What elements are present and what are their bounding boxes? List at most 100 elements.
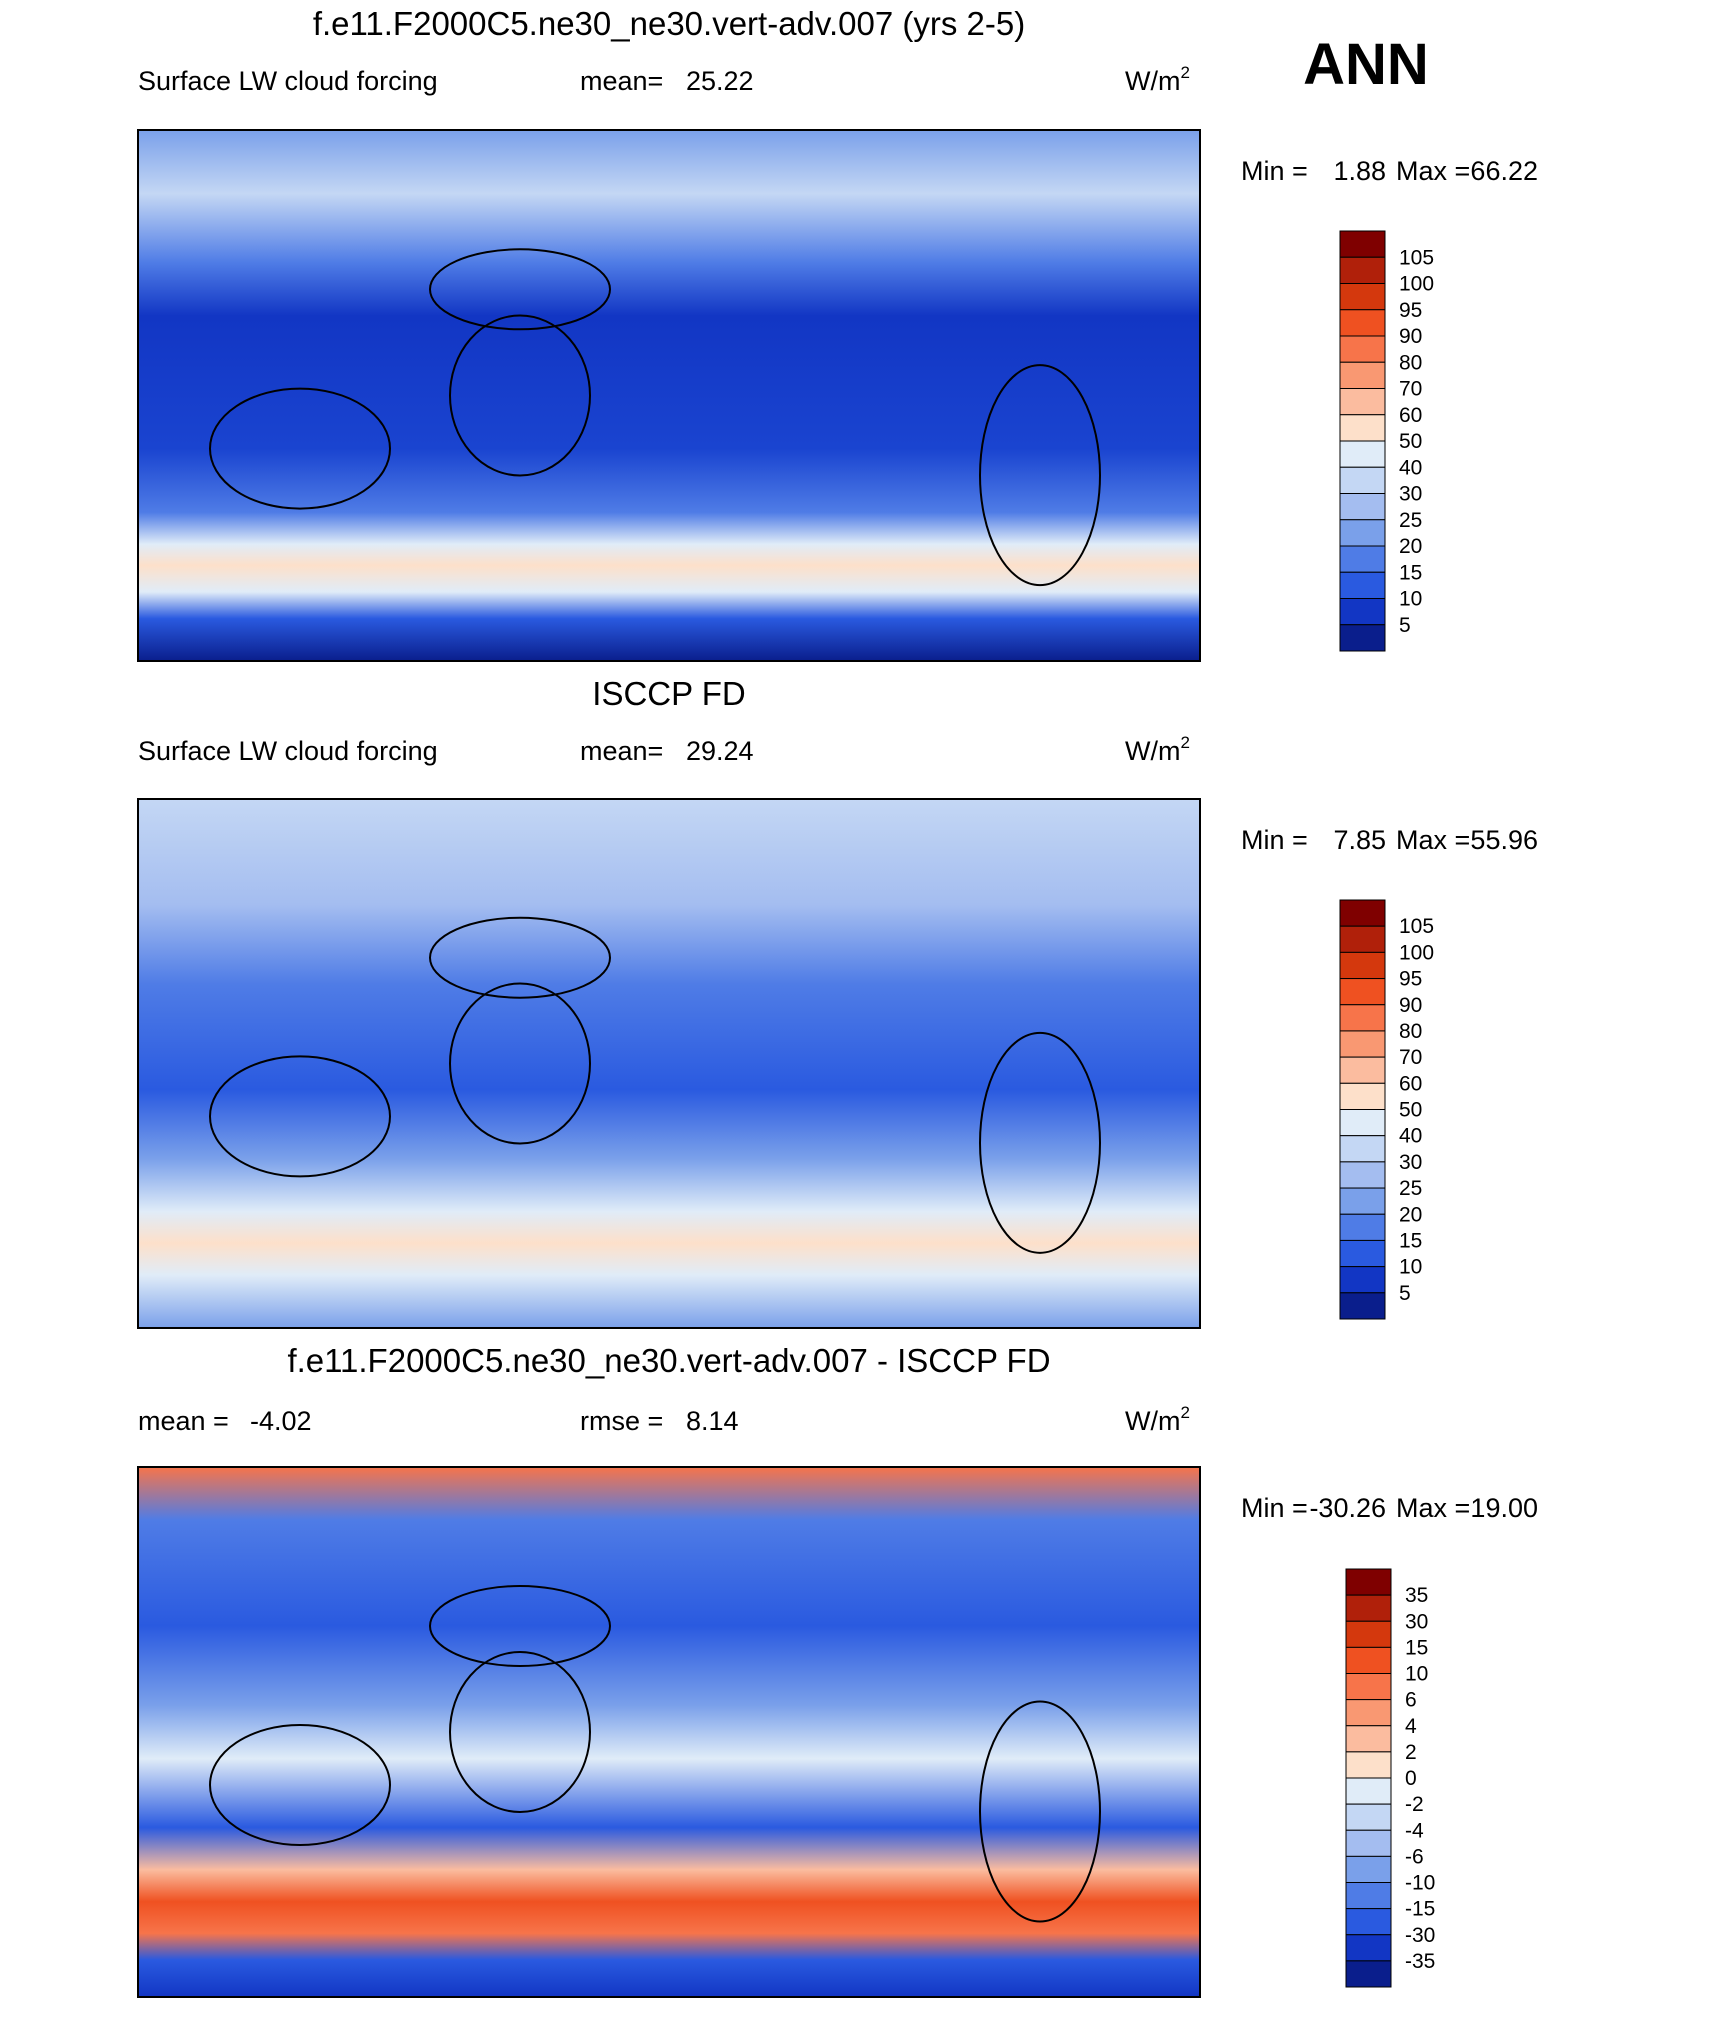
colorbar-box — [1345, 1960, 1392, 1988]
colorbar-label: 10 — [1399, 1256, 1422, 1279]
colorbar-label: 5 — [1399, 1282, 1411, 1305]
colorbar-box — [1339, 1109, 1386, 1137]
continent-outline — [979, 1031, 1101, 1254]
colorbar-label: 90 — [1399, 325, 1422, 348]
colorbar-label: 15 — [1405, 1636, 1428, 1659]
colorbar-box — [1339, 545, 1386, 573]
map-field — [137, 798, 1201, 1329]
colorbar-label: 40 — [1399, 1125, 1422, 1148]
panel-title: f.e11.F2000C5.ne30_ne30.vert-adv.007 - I… — [287, 1342, 1050, 1379]
continent-outline — [209, 387, 391, 510]
colorbar-label: 20 — [1399, 1203, 1422, 1226]
colorbar-label: 60 — [1399, 404, 1422, 427]
colorbar-label: 105 — [1399, 246, 1434, 269]
colorbar-box — [1339, 1161, 1386, 1189]
colorbar-box — [1339, 388, 1386, 416]
units: W/m2 — [1125, 1403, 1190, 1436]
colorbar-box — [1339, 414, 1386, 442]
continent-outline — [979, 1700, 1101, 1923]
colorbar-box — [1339, 1266, 1386, 1294]
panel-title: f.e11.F2000C5.ne30_ne30.vert-adv.007 (yr… — [313, 5, 1025, 42]
colorbar-box — [1345, 1934, 1392, 1962]
colorbar-label: 4 — [1405, 1715, 1417, 1738]
max-value: 66.22 — [1470, 156, 1538, 186]
colorbar-label: 70 — [1399, 378, 1422, 401]
colorbar-label: 25 — [1399, 1177, 1422, 1200]
max-label: Max = — [1396, 1493, 1470, 1523]
map-field — [137, 1466, 1201, 1998]
colorbar-box — [1345, 1829, 1392, 1857]
units-sup: 2 — [1181, 1403, 1190, 1422]
colorbar-label: 50 — [1399, 430, 1422, 453]
colorbar-label: 95 — [1399, 968, 1422, 991]
max-label: Max = — [1396, 156, 1470, 186]
stat-label: rmse = — [580, 1406, 663, 1436]
colorbar-box — [1345, 1620, 1392, 1648]
colorbar-box — [1345, 1855, 1392, 1883]
colorbar-label: 2 — [1405, 1741, 1417, 1764]
colorbar-box — [1339, 598, 1386, 626]
colorbar-box — [1339, 230, 1386, 258]
colorbar-box — [1339, 283, 1386, 311]
min-value: 1.88 — [1333, 156, 1386, 186]
min-label: Min = — [1241, 825, 1308, 855]
colorbar-box — [1339, 978, 1386, 1006]
colorbar-label: 70 — [1399, 1046, 1422, 1069]
colorbar-label: 20 — [1399, 535, 1422, 558]
colorbar-label: -35 — [1405, 1950, 1435, 1973]
colorbar-label: -2 — [1405, 1793, 1424, 1816]
colorbar-label: 15 — [1399, 561, 1422, 584]
colorbar-box — [1339, 951, 1386, 980]
colorbar-box — [1345, 1725, 1392, 1753]
min-label: Min = — [1241, 1493, 1308, 1523]
colorbar-label: -10 — [1405, 1872, 1435, 1895]
colorbar-box — [1345, 1646, 1392, 1674]
colorbar-box — [1339, 1056, 1386, 1084]
colorbar-label: 60 — [1399, 1072, 1422, 1095]
colorbar-label: 5 — [1399, 614, 1411, 637]
colorbar-label: 100 — [1399, 941, 1434, 964]
colorbar-box — [1345, 1699, 1392, 1727]
continent-outline — [429, 1585, 611, 1667]
colorbar-label: -15 — [1405, 1898, 1435, 1921]
colorbar-box — [1345, 1568, 1392, 1596]
colorbar-box — [1339, 466, 1386, 494]
colorbar-box — [1339, 256, 1386, 284]
stat-value: 29.24 — [686, 736, 754, 766]
units-base: W/m — [1125, 1406, 1180, 1436]
colorbar-label: 100 — [1399, 273, 1434, 296]
colorbar-box — [1339, 493, 1386, 521]
colorbar-box — [1339, 1082, 1386, 1110]
colorbar-label: 90 — [1399, 994, 1422, 1017]
colorbar-label: -30 — [1405, 1924, 1435, 1947]
colorbar-box — [1339, 1187, 1386, 1215]
colorbar-label: 105 — [1399, 915, 1434, 938]
units: W/m2 — [1125, 733, 1190, 766]
colorbar-box — [1339, 335, 1386, 363]
colorbar-box — [1339, 1213, 1386, 1241]
colorbar-box — [1339, 1030, 1386, 1058]
units-sup: 2 — [1181, 63, 1190, 82]
continent-outline — [209, 1724, 391, 1846]
colorbar-label: 0 — [1405, 1767, 1417, 1790]
continent-outline — [429, 916, 611, 999]
min-value: 7.85 — [1333, 825, 1386, 855]
panel-title: ISCCP FD — [592, 675, 745, 712]
min-label: Min = — [1241, 156, 1308, 186]
map-field — [137, 129, 1201, 662]
colorbar-label: 15 — [1399, 1229, 1422, 1252]
units-sup: 2 — [1181, 733, 1190, 752]
colorbar-box — [1345, 1594, 1392, 1622]
continent-outline — [209, 1055, 391, 1178]
max-value: 19.00 — [1470, 1493, 1538, 1523]
continent-outline — [449, 314, 591, 477]
colorbar-box — [1345, 1803, 1392, 1831]
colorbar-box — [1339, 571, 1386, 599]
colorbar-label: -4 — [1405, 1819, 1424, 1842]
colorbar-box — [1345, 1908, 1392, 1936]
colorbar-label: 25 — [1399, 509, 1422, 532]
colorbar-label: 30 — [1405, 1610, 1428, 1633]
colorbar-box — [1339, 440, 1386, 468]
stat-value: 25.22 — [686, 66, 754, 96]
colorbar-box — [1339, 1239, 1386, 1268]
